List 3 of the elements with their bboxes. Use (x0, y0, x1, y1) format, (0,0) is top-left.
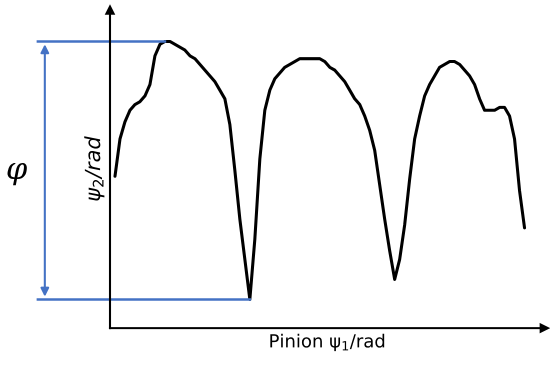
y-axis-title: ψ$_{2}$/rad (84, 136, 104, 201)
x-axis-title: Pinion ψ$_{1}$/rad (270, 334, 384, 352)
text: φ (7, 162, 27, 186)
